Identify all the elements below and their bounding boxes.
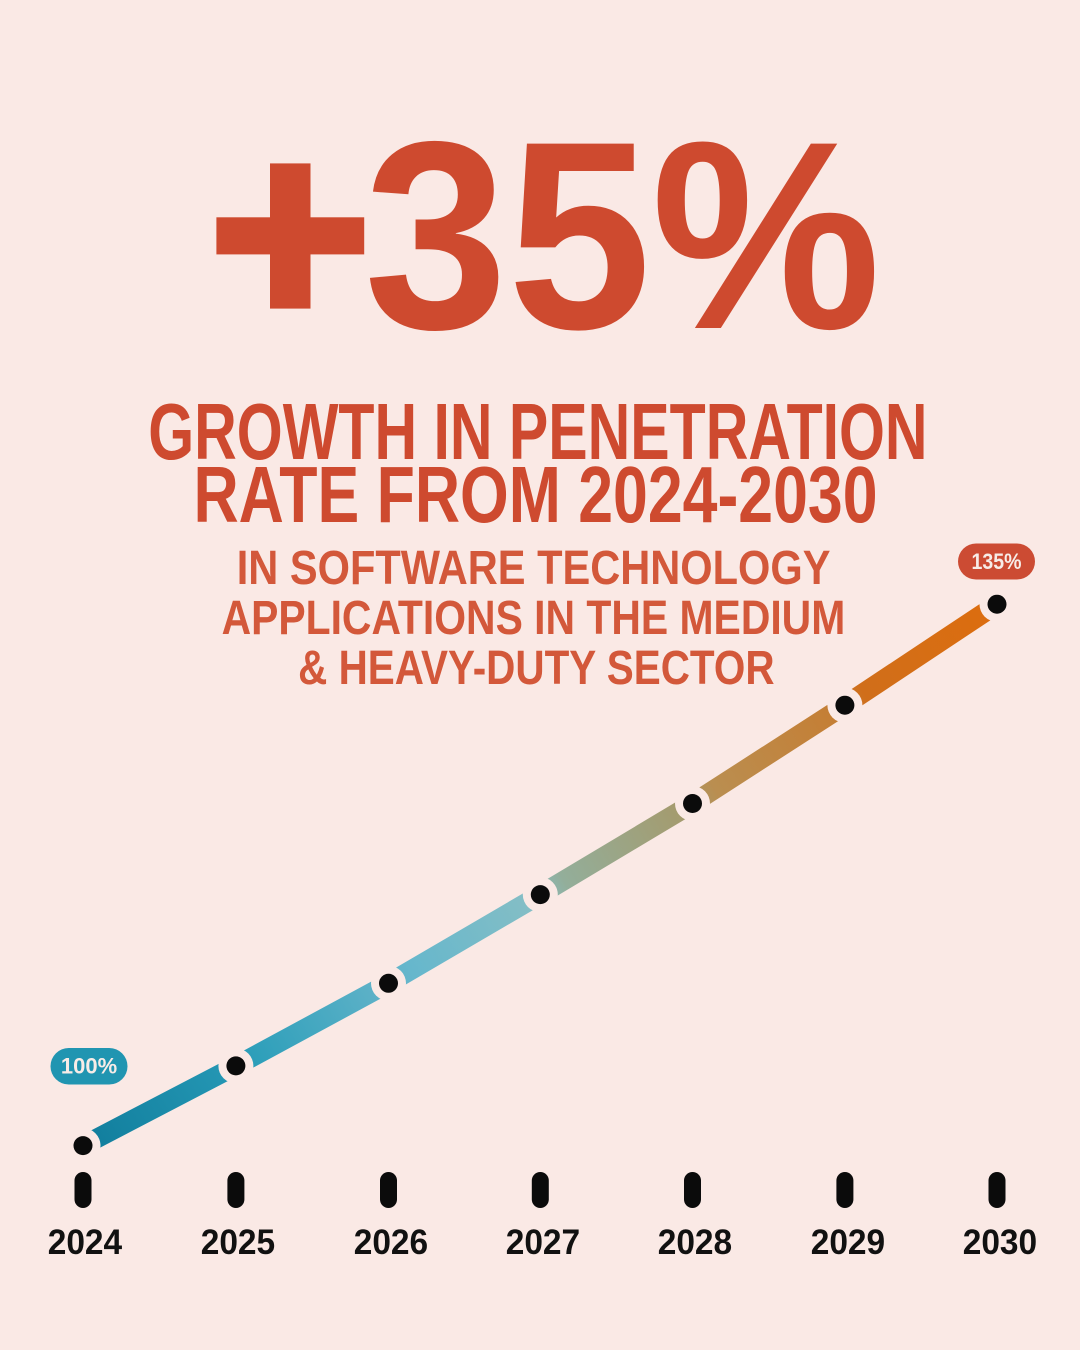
svg-text:135%: 135% (972, 549, 1022, 574)
svg-text:100%: 100% (61, 1054, 117, 1079)
